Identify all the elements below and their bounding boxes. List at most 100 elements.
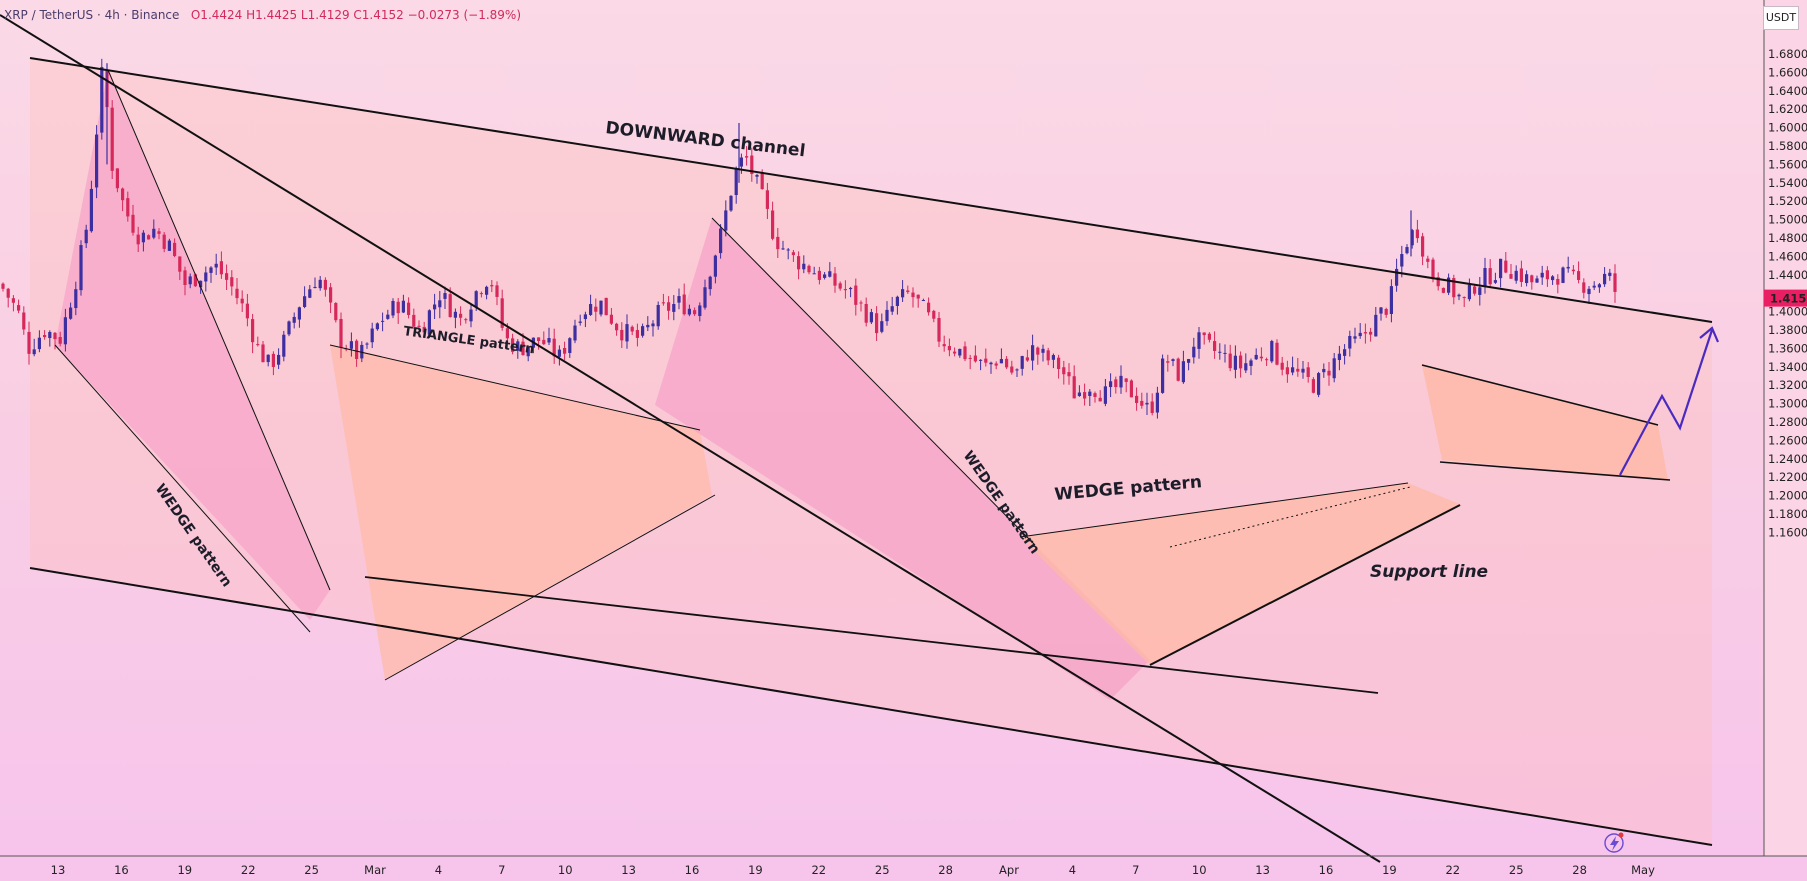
candle <box>1213 331 1217 359</box>
candle <box>609 308 613 325</box>
candle <box>511 333 515 355</box>
candle-body <box>890 306 894 312</box>
candle <box>1540 265 1544 285</box>
lightning-icon[interactable] <box>1604 832 1624 853</box>
candle-body <box>937 318 941 342</box>
candle-body <box>635 330 639 338</box>
candle <box>245 293 249 327</box>
candle-body <box>1051 355 1055 360</box>
candle <box>604 297 608 316</box>
candle <box>152 219 156 240</box>
candle-body <box>999 359 1003 364</box>
candle-body <box>1332 358 1336 379</box>
candle <box>1587 285 1591 305</box>
candle <box>1202 332 1206 345</box>
candle <box>1223 344 1227 363</box>
candle <box>1597 283 1601 293</box>
candle-body <box>1010 366 1014 373</box>
candle-body <box>1535 278 1539 283</box>
candle <box>791 249 795 262</box>
candle <box>677 288 681 310</box>
candle-body <box>427 310 431 335</box>
x-tick-label: 4 <box>1069 863 1076 877</box>
candle <box>765 182 769 220</box>
channel-lower-line[interactable] <box>29 567 1713 846</box>
candle <box>84 224 88 249</box>
candle <box>713 254 717 284</box>
candle <box>313 277 317 289</box>
candle-body <box>1025 357 1029 361</box>
candle-body <box>615 323 619 331</box>
candle-body <box>121 188 125 201</box>
candle-body <box>1358 332 1362 337</box>
candle-body <box>1592 285 1596 288</box>
wedge-left-upper[interactable] <box>107 69 331 591</box>
candle <box>282 330 286 362</box>
candle-body <box>901 289 905 298</box>
x-tick-label: 7 <box>498 863 505 877</box>
y-tick-label: 1.5600 <box>1768 157 1807 171</box>
long-downtrend-line[interactable] <box>0 14 1381 863</box>
support-line[interactable] <box>1149 504 1461 666</box>
triangle-lower[interactable] <box>384 494 716 681</box>
candle <box>1270 339 1274 364</box>
candle-body <box>583 314 587 320</box>
candle <box>256 336 260 347</box>
candle <box>188 273 192 289</box>
candle <box>1031 334 1035 371</box>
triangle-upper[interactable] <box>329 344 701 431</box>
candle <box>443 286 447 310</box>
candle-body <box>308 289 312 298</box>
wedge-right-upper[interactable] <box>1019 482 1409 538</box>
y-tick-label: 1.6600 <box>1768 65 1807 79</box>
candle-body <box>1369 331 1373 335</box>
candle-body <box>412 314 416 327</box>
x-tick-label: 16 <box>1319 863 1334 877</box>
candle-body <box>1499 258 1503 279</box>
candle <box>100 58 104 140</box>
wedge-left-lower[interactable] <box>54 344 311 633</box>
flag-lower[interactable] <box>1439 461 1671 481</box>
x-tick-label: 4 <box>435 863 442 877</box>
candle <box>1036 346 1040 365</box>
candle <box>641 323 645 338</box>
symbol-label[interactable]: XRP / TetherUS · 4h · Binance <box>4 8 180 22</box>
candle-body <box>1249 360 1253 366</box>
candle <box>1348 330 1352 357</box>
candle <box>1161 354 1165 394</box>
currency-unit-button[interactable]: USDT <box>1763 6 1799 30</box>
candle <box>552 328 556 364</box>
candle-body <box>1493 280 1497 283</box>
flag-upper[interactable] <box>1421 364 1659 426</box>
x-tick-label: 7 <box>1132 863 1139 877</box>
candle-body <box>776 236 780 250</box>
y-tick-label: 1.5800 <box>1768 139 1807 153</box>
candle <box>438 291 442 319</box>
candle-body <box>786 249 790 251</box>
candle <box>1057 354 1061 379</box>
candles <box>1 58 1617 419</box>
candle <box>583 311 587 328</box>
candle-body <box>1509 274 1513 279</box>
candle <box>682 283 686 316</box>
candle <box>1254 348 1258 361</box>
candle <box>869 308 873 325</box>
candle-body <box>1551 276 1555 281</box>
candle <box>303 286 307 309</box>
candle <box>921 298 925 302</box>
candle-body <box>1353 336 1357 339</box>
candle <box>1124 378 1128 393</box>
candle-body <box>1363 332 1367 334</box>
candle-body <box>927 302 931 313</box>
channel-upper-line[interactable] <box>29 57 1713 323</box>
candle <box>1613 264 1617 303</box>
candle <box>817 266 821 285</box>
candle-body <box>464 319 468 321</box>
candle-body <box>869 312 873 323</box>
wedge-middle-upper[interactable] <box>711 217 1036 546</box>
candle <box>11 295 15 312</box>
candle-body <box>63 317 67 345</box>
